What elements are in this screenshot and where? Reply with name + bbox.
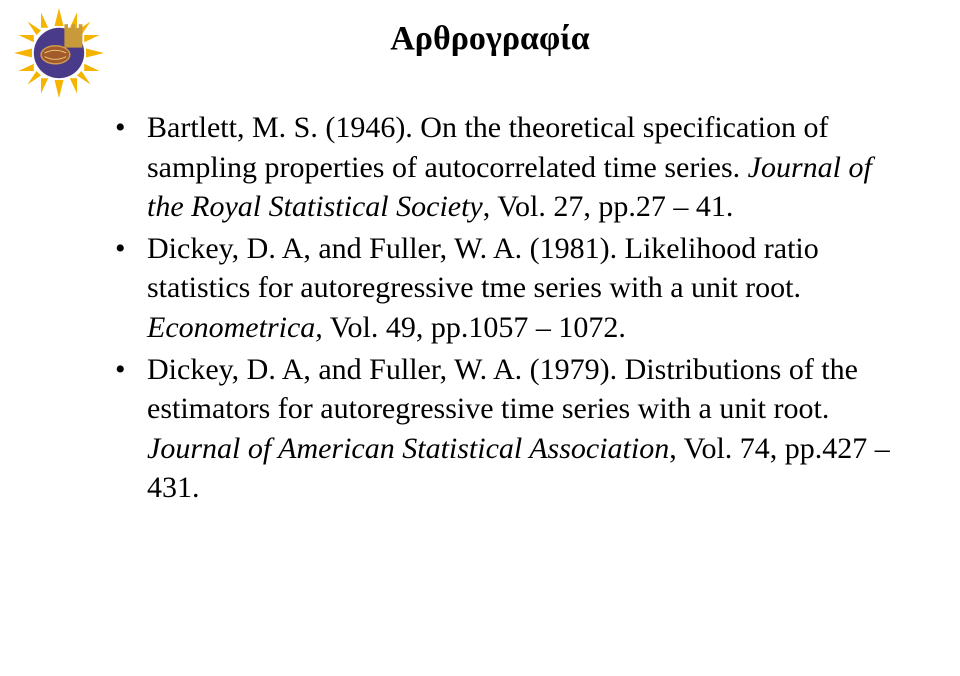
ref-suffix: , Vol. 27, pp.27 – 41. bbox=[483, 190, 734, 223]
page: Αρθρογραφία Bartlett, M. S. (1946). On t… bbox=[0, 0, 960, 676]
ref-journal: Econometrica, bbox=[147, 311, 323, 344]
reference-item: Dickey, D. A, and Fuller, W. A. (1979). … bbox=[115, 350, 910, 508]
reference-item: Bartlett, M. S. (1946). On the theoretic… bbox=[115, 108, 910, 227]
crest-tower bbox=[64, 28, 82, 48]
crest-emblem bbox=[41, 46, 70, 64]
ref-text: Bartlett, M. S. (1946). On the theoretic… bbox=[147, 111, 828, 184]
university-crest-logo bbox=[14, 8, 104, 98]
reference-list: Bartlett, M. S. (1946). On the theoretic… bbox=[115, 108, 910, 508]
ref-text: Dickey, D. A, and Fuller, W. A. (1979). … bbox=[147, 353, 858, 426]
reference-item: Dickey, D. A, and Fuller, W. A. (1981). … bbox=[115, 229, 910, 348]
ref-text: Dickey, D. A, and Fuller, W. A. (1981). … bbox=[147, 232, 819, 305]
page-title: Αρθρογραφία bbox=[70, 20, 910, 58]
ref-suffix: Vol. 49, pp.1057 – 1072. bbox=[323, 311, 626, 344]
ref-journal: Journal of American Statistical Associat… bbox=[147, 432, 669, 465]
